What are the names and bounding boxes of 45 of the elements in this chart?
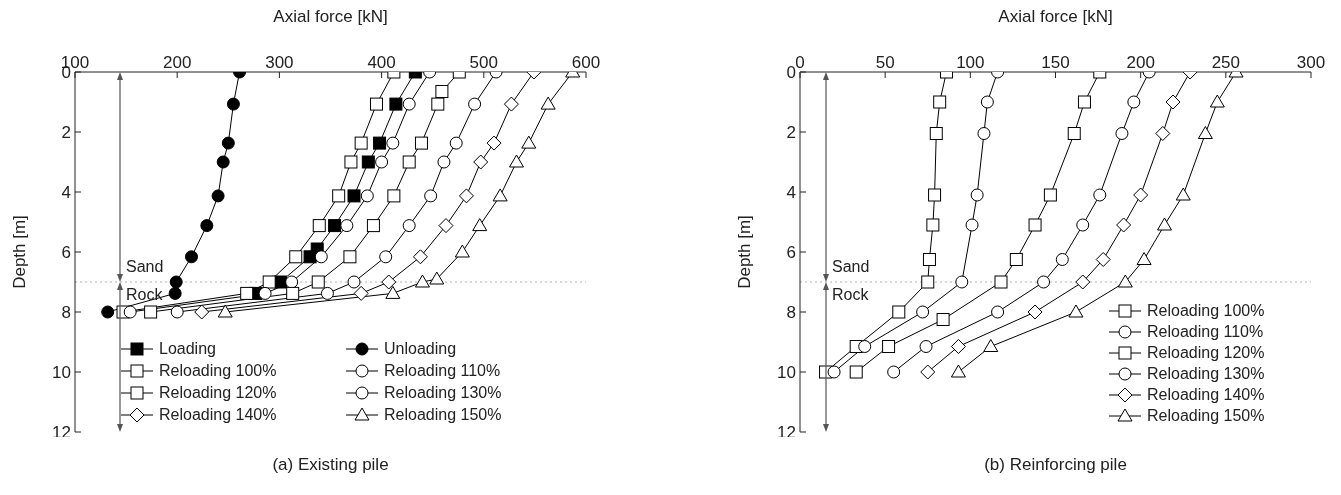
- x-tick-label: 400: [367, 53, 396, 72]
- y-tick-label: 10: [52, 363, 71, 383]
- annotation: Sand: [126, 258, 164, 276]
- legend-label: Unloading: [384, 340, 457, 358]
- x-tick-label: 250: [1211, 53, 1241, 72]
- x-tick-label: 600: [571, 53, 601, 72]
- text: (a) Existing pile: [271, 455, 390, 475]
- y-tick-label: 8: [786, 303, 796, 323]
- legend-label: Reloading 110%: [1147, 322, 1264, 341]
- x-tick-label: 200: [163, 53, 192, 72]
- legend-label: Reloading 130%: [384, 384, 502, 402]
- legend-label: Reloading 100%: [1147, 301, 1265, 320]
- y-tick-label: 4: [786, 183, 796, 203]
- legend-label: Reloading 140%: [1147, 385, 1265, 404]
- annotation: Rock: [126, 286, 163, 304]
- y-axis-title: Depth [m]: [735, 215, 755, 289]
- y-tick-label: 2: [61, 123, 71, 143]
- annotation: Sand: [832, 258, 870, 276]
- annotation: Rock: [832, 286, 869, 304]
- legend-label: Reloading 150%: [384, 406, 502, 424]
- legend-label: Reloading 100%: [159, 362, 277, 380]
- x-tick-label: 300: [265, 53, 294, 72]
- x-tick-label: 100: [956, 53, 985, 72]
- text: (b) Reinforcing pile: [983, 455, 1128, 475]
- legend-label: Reloading 110%: [384, 362, 501, 380]
- x-tick-label: 500: [469, 53, 498, 72]
- y-tick-label: 4: [61, 183, 71, 203]
- legend-label: Reloading 130%: [1147, 364, 1265, 383]
- x-tick-label: 200: [1126, 53, 1155, 72]
- y-tick-label: 10: [777, 363, 796, 383]
- x-tick-label: 50: [875, 53, 895, 72]
- legend-label: Reloading 120%: [1147, 343, 1265, 362]
- x-axis-title: Axial force [kN]: [998, 7, 1113, 27]
- legend-label: Reloading 120%: [159, 384, 277, 402]
- y-tick-label: 6: [786, 243, 796, 263]
- y-tick-label: 8: [61, 303, 71, 323]
- y-axis-title: Depth [m]: [10, 215, 30, 289]
- legend-label: Reloading 150%: [1147, 406, 1265, 425]
- y-tick-label: 2: [786, 123, 796, 143]
- legend-label: Loading: [159, 340, 216, 358]
- x-axis-title: Axial force [kN]: [273, 7, 388, 27]
- y-tick-label: 6: [61, 243, 71, 263]
- x-tick-label: 300: [1296, 53, 1326, 72]
- x-tick-label: 150: [1041, 53, 1070, 72]
- legend-label: Reloading 140%: [159, 406, 277, 424]
